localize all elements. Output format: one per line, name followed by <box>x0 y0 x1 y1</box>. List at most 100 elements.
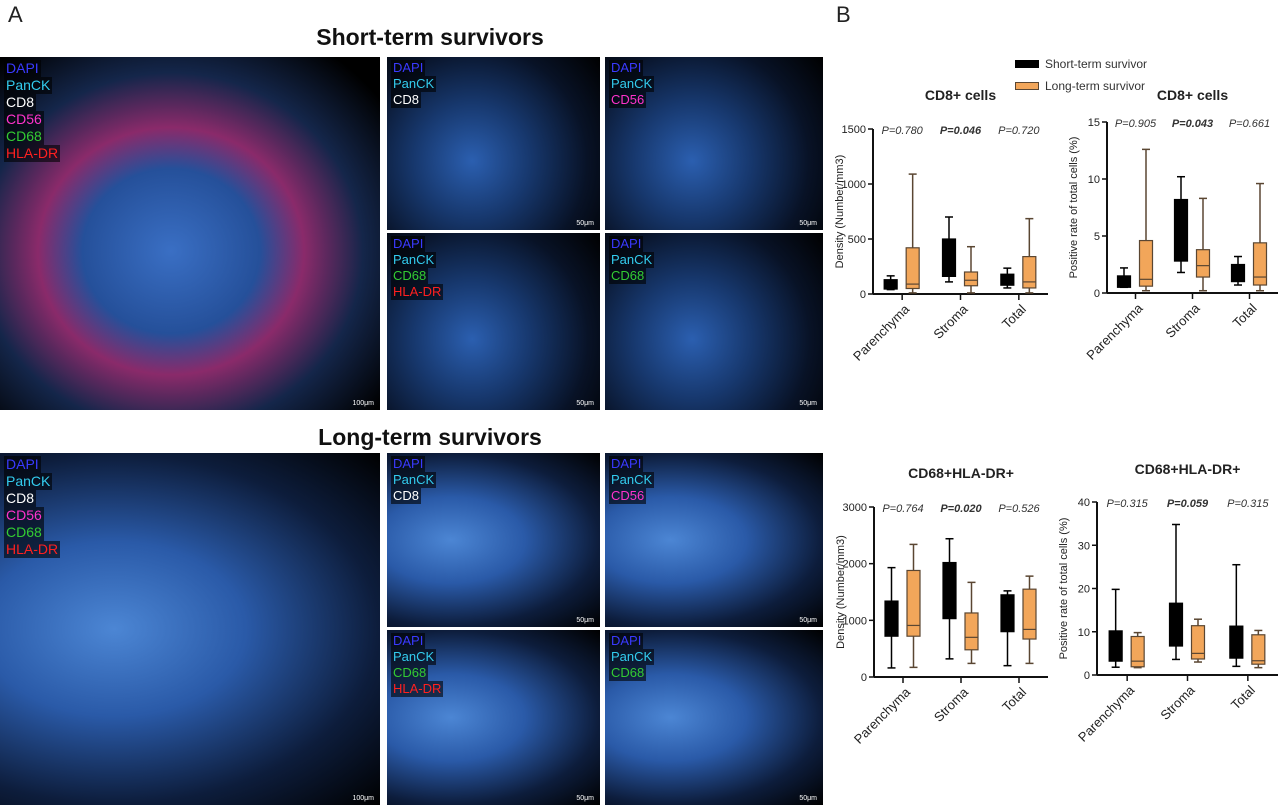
x-tick-label: Stroma <box>931 684 972 725</box>
legend-item-long: Long-term survivor <box>1015 79 1147 93</box>
marker-label: DAPI <box>391 236 426 252</box>
marker-legend: DAPI PanCK CD68 <box>609 633 655 681</box>
marker-label: DAPI <box>391 456 426 472</box>
marker-label: CD68 <box>609 665 647 681</box>
y-tick-label: 10 <box>1078 627 1090 639</box>
marker-label: PanCK <box>391 649 437 665</box>
y-tick-label: 500 <box>848 234 866 246</box>
marker-label: CD68 <box>391 268 429 284</box>
marker-label: PanCK <box>391 76 437 92</box>
box-long <box>1130 635 1145 668</box>
marker-label: CD56 <box>609 92 647 108</box>
legend-label-long: Long-term survivor <box>1045 79 1146 93</box>
box-long <box>1138 239 1154 287</box>
x-tick-label: Total <box>999 301 1029 331</box>
x-tick-label: Stroma <box>930 301 971 342</box>
box-short <box>1168 602 1184 647</box>
marker-label: CD8 <box>391 92 422 108</box>
marker-legend: DAPI PanCK CD56 <box>609 456 655 504</box>
marker-label: CD8 <box>4 94 37 111</box>
marker-legend: DAPI PanCK CD8 <box>391 456 437 504</box>
marker-label: DAPI <box>391 60 426 76</box>
marker-label: PanCK <box>391 472 437 488</box>
micrograph-sub-0: DAPI PanCK CD8 50μm <box>387 57 600 230</box>
scale-bar-label: 50μm <box>799 795 817 802</box>
box-short <box>942 561 957 620</box>
marker-label: CD8 <box>391 488 422 504</box>
marker-legend: DAPI PanCK CD56 <box>609 60 655 108</box>
p-value: P=0.661 <box>1229 118 1270 130</box>
marker-legend: DAPI PanCK CD68 HLA-DR <box>391 236 444 300</box>
micrograph-main-long: DAPI PanCK CD8 CD56 CD68 HLA-DR 100μm <box>0 453 380 805</box>
marker-label: HLA-DR <box>391 284 444 300</box>
chart-title: CD68+HLA-DR+ <box>908 465 1014 481</box>
scale-bar-label: 50μm <box>799 617 817 624</box>
marker-label: CD56 <box>4 507 44 524</box>
chart-title: CD68+HLA-DR+ <box>1135 461 1241 477</box>
marker-label: PanCK <box>4 77 53 94</box>
short-term-title: Short-term survivors <box>316 24 544 50</box>
scale-bar-label: 100μm <box>352 795 374 802</box>
chart-title: CD8+ cells <box>1157 87 1228 103</box>
marker-label: DAPI <box>4 456 41 473</box>
micrograph-sub-3: DAPI PanCK CD68 50μm <box>605 630 823 805</box>
y-tick-label: 30 <box>1078 540 1090 552</box>
marker-label: HLA-DR <box>391 681 444 697</box>
scale-bar-label: 50μm <box>576 400 594 407</box>
box-long <box>906 569 921 637</box>
marker-label: HLA-DR <box>4 145 61 162</box>
x-tick-label: Parenchyma <box>851 684 914 747</box>
box-long <box>1022 256 1037 289</box>
box-long <box>905 247 920 290</box>
micrograph-sub-2: DAPI PanCK CD68 HLA-DR 50μm <box>387 630 600 805</box>
micrograph-sub-2: DAPI PanCK CD68 HLA-DR 50μm <box>387 233 600 410</box>
y-tick-label: 0 <box>860 289 866 301</box>
micrograph-sub-0: DAPI PanCK CD8 50μm <box>387 453 600 627</box>
micrograph-sub-1: DAPI PanCK CD56 50μm <box>605 57 823 230</box>
marker-label: PanCK <box>609 649 655 665</box>
marker-legend: DAPI PanCK CD68 HLA-DR <box>391 633 444 697</box>
box-long <box>1195 249 1211 278</box>
y-tick-label: 5 <box>1094 231 1100 243</box>
y-tick-label: 20 <box>1078 584 1090 596</box>
scale-bar-label: 50μm <box>799 220 817 227</box>
y-tick-label: 0 <box>1094 288 1100 300</box>
box-long <box>1252 242 1268 286</box>
p-value: P=0.020 <box>940 503 982 515</box>
box-short <box>884 600 899 637</box>
long-term-title: Long-term survivors <box>318 424 542 450</box>
marker-label: PanCK <box>4 473 53 490</box>
marker-label: PanCK <box>391 252 437 268</box>
marker-label: CD8 <box>4 490 37 507</box>
scale-bar-label: 50μm <box>576 617 594 624</box>
marker-label: DAPI <box>609 60 644 76</box>
micrograph-sub-1: DAPI PanCK CD56 50μm <box>605 453 823 627</box>
p-value: P=0.315 <box>1107 498 1149 510</box>
p-value: P=0.315 <box>1227 498 1269 510</box>
marker-label: DAPI <box>609 236 644 252</box>
p-value: P=0.046 <box>940 125 982 137</box>
p-value: P=0.780 <box>882 125 924 137</box>
marker-label: CD68 <box>609 268 647 284</box>
marker-label: PanCK <box>609 76 655 92</box>
panel-label-a: A <box>8 2 23 27</box>
box-short <box>1173 198 1189 262</box>
y-tick-label: 1000 <box>842 179 866 191</box>
marker-legend: DAPI PanCK CD68 <box>609 236 655 284</box>
x-tick-label: Total <box>1230 300 1260 330</box>
marker-label: CD68 <box>391 665 429 681</box>
y-axis-label: Positive rate of total cells (%) <box>1058 518 1070 660</box>
y-tick-label: 1500 <box>842 124 866 136</box>
p-value: P=0.764 <box>882 503 923 515</box>
marker-label: DAPI <box>609 456 644 472</box>
scale-bar-label: 50μm <box>576 795 594 802</box>
y-axis-label: Density (Number/mm3) <box>835 535 847 649</box>
y-tick-label: 15 <box>1088 117 1100 129</box>
y-axis-label: Positive rate of total cells (%) <box>1068 137 1080 279</box>
box-short <box>1000 594 1015 633</box>
scale-bar-label: 50μm <box>576 220 594 227</box>
legend-swatch-long <box>1015 82 1039 90</box>
marker-label: CD68 <box>4 128 44 145</box>
p-value: P=0.905 <box>1115 118 1157 130</box>
marker-label: CD56 <box>4 111 44 128</box>
